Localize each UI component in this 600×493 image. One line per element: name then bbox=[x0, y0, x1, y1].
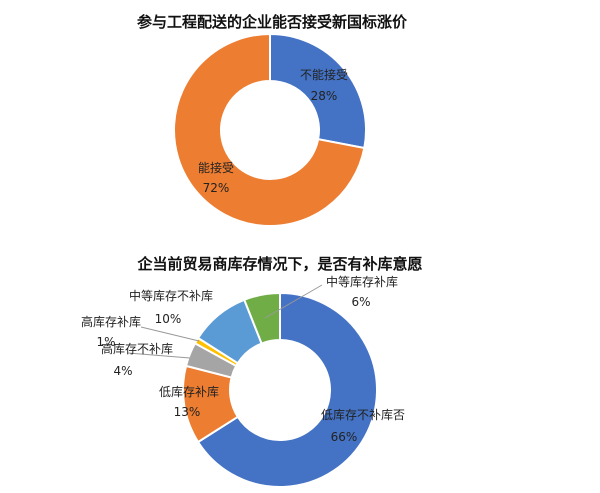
chart-1-slice-0 bbox=[269, 32, 367, 150]
chart-2-leader-line-middle-replenish bbox=[264, 284, 323, 319]
chart-1-slices bbox=[173, 32, 367, 227]
chart-2-slice-3-value-label: 1% bbox=[96, 335, 115, 349]
chart-2-slice-3-name-label: 高库存补库 bbox=[81, 314, 141, 329]
chart-2-slice-0-value-label: 66% bbox=[331, 430, 358, 444]
chart-1-slice-1-value-label: 72% bbox=[203, 181, 230, 195]
chart-2-leader-line-high-no-replenish bbox=[127, 352, 191, 359]
chart-2-slice-5-value-label: 6% bbox=[351, 295, 370, 309]
chart-1-slice-1-name-label: 能接受 bbox=[198, 160, 234, 175]
chart-2-slice-0-name-label: 低库存不补库否 bbox=[321, 407, 405, 422]
chart-1-slice-1 bbox=[173, 32, 366, 227]
chart-2-slice-2-value-label: 4% bbox=[113, 364, 132, 378]
chart-1-labels: 不能接受 28% 能接受 72% bbox=[198, 67, 348, 195]
chart-1-title: 参与工程配送的企业能否接受新国标涨价 bbox=[137, 13, 408, 31]
chart-2: 企当前贸易商库存情况下，是否有补库意愿 低库存不补库否 66% 低库存补库 13… bbox=[81, 255, 423, 488]
chart-2-slice-2-name-label: 高库存不补库 bbox=[101, 341, 173, 356]
chart-2-title: 企当前贸易商库存情况下，是否有补库意愿 bbox=[136, 255, 422, 273]
chart-1-slice-0-name-label: 不能接受 bbox=[300, 67, 348, 82]
chart-2-leader-lines bbox=[127, 284, 323, 359]
chart-1-slice-0-value-label: 28% bbox=[311, 89, 338, 103]
chart-2-slice-1-value-label: 13% bbox=[174, 405, 201, 419]
chart-2-leader-line-high-replenish bbox=[140, 326, 200, 342]
chart-1: 参与工程配送的企业能否接受新国标涨价 不能接受 28% 能接受 72% bbox=[137, 13, 408, 227]
chart-2-labels: 低库存不补库否 66% 低库存补库 13% 高库存不补库 4% 高库存补库 1%… bbox=[81, 274, 405, 444]
chart-2-slice-5-name-label: 中等库存补库 bbox=[326, 274, 398, 289]
chart-2-slice-0 bbox=[196, 291, 378, 488]
chart-2-slice-4-name-label: 中等库存不补库 bbox=[129, 288, 213, 303]
chart-2-slice-5 bbox=[242, 291, 281, 345]
chart-2-slice-1-name-label: 低库存补库 bbox=[159, 384, 219, 399]
chart-2-slice-4-value-label: 10% bbox=[155, 312, 182, 326]
chart-2-slices bbox=[182, 291, 378, 488]
